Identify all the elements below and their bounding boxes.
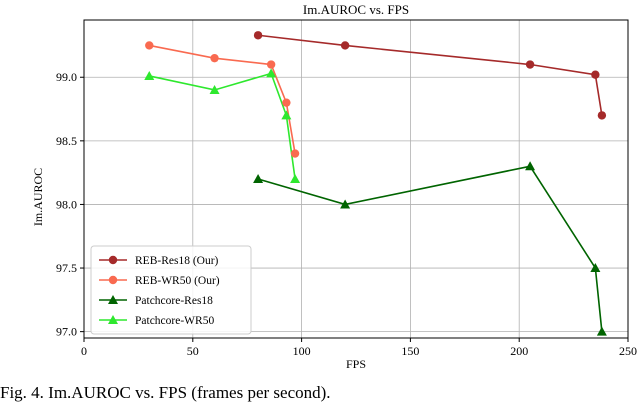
legend-marker [108,315,118,324]
data-point [590,263,601,273]
data-point [253,174,264,183]
y-tick-label: 99.0 [56,70,77,84]
data-point [525,161,536,171]
data-point [144,70,155,80]
x-ticks: 0 50 100 150 200 250 [81,338,637,358]
data-point [210,53,219,63]
legend: REB-Res18 (Our) REB-WR50 (Our) Patchcore-R… [90,245,252,335]
legend-entry: REB-WR50 (Our) [135,275,220,287]
data-point [290,174,301,183]
x-tick-label: 200 [510,344,528,358]
y-tick-label: 97.5 [56,261,77,275]
legend-box [90,245,252,335]
data-point [591,70,600,79]
data-point [266,60,276,69]
data-point [281,110,292,120]
data-point [253,31,263,40]
legend-marker [108,295,118,304]
x-tick-label: 50 [187,344,199,358]
series-line-3 [149,72,296,180]
x-tick-label: 250 [619,344,637,358]
legend-entry: Patchcore-Res18 [135,295,213,307]
chart-title: Im.AUROC vs. FPS [303,2,409,17]
y-ticks: 97.0 97.5 98.0 98.5 99.0 [56,70,84,339]
data-point [290,149,300,158]
data-point [209,84,220,94]
plot-frame [83,19,629,339]
y-tick-label: 98.5 [56,134,77,148]
series-line-0 [257,34,603,116]
x-axis-label: FPS [346,357,366,371]
y-axis-label: Im.AUROC [31,168,45,226]
chart: 0 50 100 150 200 250 97.0 97.5 98.0 98.5 99.0 Im.… [31,2,637,371]
legend-marker [108,275,118,285]
legend-marker [108,255,118,265]
series-line-2 [257,165,603,332]
data-point [340,41,350,50]
data-point [282,98,291,107]
x-tick-label: 0 [81,344,87,358]
figure-caption: Fig. 4. Im.AUROC vs. FPS (frames per sec… [0,384,331,402]
x-tick-label: 150 [401,344,419,358]
y-tick-label: 97.0 [56,325,77,339]
legend-entry: REB-Res18 (Our) [135,255,219,267]
legend-entry: Patchcore-WR50 [135,315,214,327]
series-markers [144,31,607,336]
y-tick-label: 98.0 [56,197,77,211]
data-point [266,68,277,78]
x-tick-label: 100 [293,344,311,358]
data-point [340,199,351,209]
data-point [525,60,535,69]
data-point [596,326,607,336]
data-point [145,41,154,50]
data-point [597,111,607,120]
